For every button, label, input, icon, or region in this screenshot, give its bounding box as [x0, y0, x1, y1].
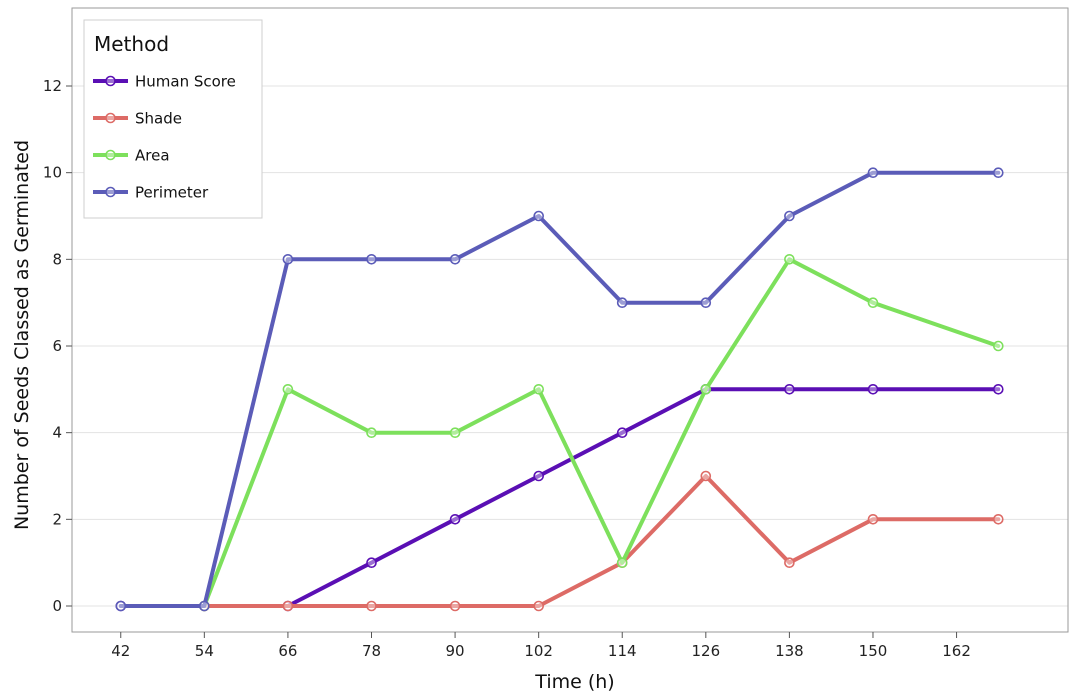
- data-point: [533, 383, 545, 395]
- data-point: [992, 167, 1004, 178]
- data-point: [784, 253, 795, 265]
- x-tick-label: 78: [362, 642, 381, 660]
- x-tick-label: 114: [608, 642, 637, 660]
- x-tick-label: 42: [111, 642, 130, 660]
- data-point: [616, 557, 628, 569]
- data-point: [199, 600, 210, 612]
- data-point: [449, 513, 461, 525]
- y-tick-label: 6: [52, 337, 62, 355]
- x-tick-label: 54: [195, 642, 214, 660]
- plot-frame: [71, 7, 1069, 633]
- legend-marker: [105, 112, 116, 124]
- data-point: [700, 383, 712, 395]
- x-axis-title: Time (h): [534, 671, 614, 693]
- data-point: [533, 210, 545, 222]
- legend-label: Human Score: [135, 73, 236, 91]
- x-tick-label: 90: [446, 642, 465, 660]
- data-point: [366, 557, 377, 569]
- series-line-shade: [202, 474, 1001, 608]
- x-tick-label: 66: [278, 642, 297, 660]
- legend: Method Human Score Shade Area Perimeter: [83, 19, 263, 219]
- data-point: [366, 427, 377, 439]
- y-axis-title: Number of Seeds Classed as Germinated: [11, 140, 33, 530]
- legend-title: Method: [94, 32, 169, 56]
- data-point: [616, 297, 628, 309]
- legend-label: Perimeter: [135, 184, 209, 202]
- data-point: [700, 297, 712, 309]
- y-tick-label: 4: [52, 424, 62, 442]
- x-tick-label: 162: [942, 642, 971, 660]
- x-tick-label: 102: [524, 642, 553, 660]
- y-tick-label: 8: [52, 250, 62, 268]
- legend-marker: [105, 75, 116, 87]
- data-point: [867, 513, 879, 525]
- y-tick-label: 12: [43, 77, 62, 95]
- series-perimeter: [115, 167, 1004, 612]
- legend-marker: [105, 186, 116, 198]
- data-point: [992, 340, 1004, 352]
- y-axis: 0 2 4 6 8 10 12: [43, 77, 72, 615]
- series-layer: [115, 167, 1004, 612]
- series-line-area: [202, 257, 1001, 608]
- x-axis: 42 54 66 78 90 102 114 126 138 150 162: [111, 632, 971, 660]
- y-tick-label: 2: [52, 510, 62, 528]
- data-point: [992, 513, 1004, 525]
- data-point: [449, 253, 461, 265]
- legend-item-area: Area: [93, 147, 170, 165]
- data-point: [366, 253, 377, 265]
- data-point: [533, 600, 545, 612]
- data-point: [867, 383, 879, 395]
- data-point: [700, 470, 712, 482]
- data-point: [366, 600, 377, 612]
- legend-item-human-score: Human Score: [93, 73, 236, 91]
- data-point: [449, 600, 461, 612]
- data-point: [867, 167, 879, 178]
- x-tick-label: 126: [691, 642, 720, 660]
- y-tick-label: 10: [43, 164, 62, 182]
- legend-item-shade: Shade: [93, 110, 182, 128]
- data-point: [616, 427, 628, 439]
- legend-item-perimeter: Perimeter: [93, 184, 209, 202]
- data-point: [784, 557, 795, 569]
- data-point: [282, 383, 294, 395]
- legend-items: Human Score Shade Area Perimeter: [93, 73, 236, 202]
- data-point: [115, 600, 127, 612]
- data-point: [282, 600, 294, 612]
- y-tick-label: 0: [52, 597, 62, 615]
- x-tick-label: 138: [775, 642, 804, 660]
- series-line-perimeter: [118, 170, 1001, 608]
- data-point: [449, 427, 461, 439]
- data-point: [784, 383, 795, 395]
- legend-label: Area: [135, 147, 170, 165]
- legend-marker: [105, 149, 116, 161]
- data-point: [784, 210, 795, 222]
- data-point: [867, 297, 879, 309]
- data-point: [533, 470, 545, 482]
- data-point: [282, 253, 294, 265]
- x-tick-label: 150: [859, 642, 888, 660]
- data-point: [992, 383, 1004, 395]
- legend-label: Shade: [135, 110, 182, 128]
